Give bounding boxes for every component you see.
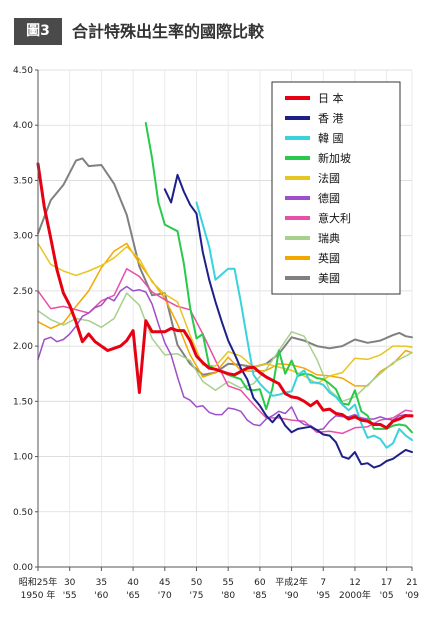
series-line (37, 157, 413, 376)
x-tick-label-era: 平成2年 (275, 576, 308, 588)
x-tick-label-era: 7 (320, 578, 326, 588)
x-tick-label-year: '80 (221, 591, 235, 601)
x-tick-label-year: '70 (158, 591, 172, 601)
legend-label: 新加坡 (318, 151, 351, 165)
chart-title: 合計特殊出生率的國際比較 (72, 22, 265, 41)
y-tick-label: 0.00 (13, 563, 33, 573)
x-tick-label-year: '55 (63, 591, 77, 601)
legend-label: 韓 國 (318, 132, 344, 145)
x-tick-label-era: 40 (127, 578, 139, 588)
x-tick-label-year: '05 (380, 591, 394, 601)
x-tick-label-year: '75 (190, 591, 204, 601)
series-line (195, 201, 413, 449)
x-tick-label-year: 2000年 (339, 589, 371, 601)
x-tick-label-era: 昭和25年 (19, 576, 57, 588)
series-line (37, 285, 413, 431)
y-tick-label: 4.50 (13, 66, 33, 76)
series-line (144, 122, 413, 434)
x-tick-label-era: 12 (349, 578, 360, 588)
x-tick-label-year: '09 (405, 591, 419, 601)
x-tick-label-era: 17 (381, 578, 392, 588)
series-line (37, 242, 413, 387)
x-tick-label-era: 60 (254, 578, 266, 588)
series-line (37, 242, 413, 385)
x-tick-label-year: '60 (94, 591, 108, 601)
y-tick-label: 1.50 (13, 397, 33, 407)
legend-label: 香 港 (318, 112, 344, 125)
x-tick-label-year: 1950 年 (21, 589, 56, 601)
series-line (163, 173, 413, 469)
x-tick-label-era: 45 (159, 578, 170, 588)
y-tick-label: 2.00 (13, 342, 33, 352)
legend-label: 美國 (318, 272, 340, 285)
series-line (37, 292, 413, 403)
x-tick-label-era: 50 (191, 578, 203, 588)
x-tick-label-year: '95 (316, 591, 330, 601)
y-tick-label: 3.50 (13, 176, 33, 186)
y-tick-label: 4.00 (13, 121, 33, 131)
y-tick-label: 3.00 (13, 232, 33, 242)
y-tick-label: 0.50 (13, 508, 33, 518)
x-tick-label-year: '85 (253, 591, 267, 601)
legend-label: 瑞典 (318, 231, 340, 245)
legend-label: 法國 (318, 171, 340, 185)
legend-label: 日 本 (318, 91, 344, 105)
legend-label: 德國 (318, 191, 340, 205)
x-tick-label-era: 35 (96, 578, 107, 588)
series-line (36, 162, 414, 430)
x-tick-label-era: 30 (64, 578, 76, 588)
y-axis-ticks: 0.00 0.50 1.00 1.50 2.00 2.50 3.00 3.50 4.00 4.50 (13, 66, 38, 573)
y-tick-label: 2.50 (13, 287, 33, 297)
x-tick-label-era: 55 (222, 578, 233, 588)
legend-label: 意大利 (318, 211, 351, 225)
x-tick-label-year: '90 (285, 591, 299, 601)
y-tick-label: 1.00 (13, 453, 33, 463)
x-tick-label-year: '65 (126, 591, 140, 601)
series-lines (36, 122, 414, 469)
series-line (37, 268, 413, 435)
figure-number-badge: 圖3 (14, 18, 62, 45)
legend-label: 英國 (318, 251, 340, 265)
x-tick-label-era: 21 (406, 578, 417, 588)
